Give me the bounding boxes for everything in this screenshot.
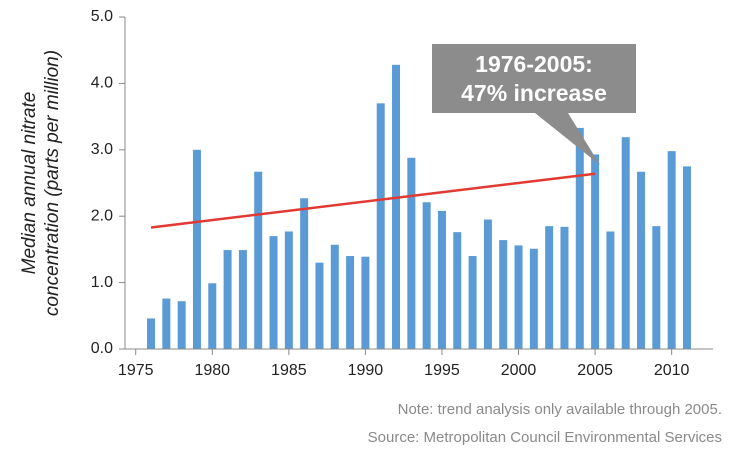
x-tick-label: 1990 [348,362,384,379]
y-tick-label: 5.0 [91,8,113,25]
x-tick-label: 2010 [654,362,690,379]
bar [315,262,324,349]
bar [162,298,171,349]
x-tick-label: 1975 [118,362,154,379]
bar [346,256,355,349]
x-tick-label: 1980 [194,362,230,379]
bar [269,236,278,349]
bar [667,151,676,349]
y-tick-label: 4.0 [91,75,113,92]
bar [208,283,217,349]
bar [254,171,263,349]
bar [330,244,339,349]
bar [575,127,584,349]
bar [606,231,615,349]
note: Note: trend analysis only available thro… [398,401,722,418]
x-tick-label: 2000 [501,362,537,379]
bar [147,318,156,349]
y-tick-label: 1.0 [91,274,113,291]
bar [376,103,385,349]
x-tick-label: 1985 [271,362,307,379]
trend-line [150,172,596,229]
y-tick-label: 3.0 [91,141,113,158]
bar [192,149,201,349]
bar [177,301,186,349]
bar [560,226,569,349]
y-axis-label: Median annual nitrate [19,92,40,275]
y-axis-label: concentration (parts per million) [42,50,63,316]
bar [238,250,247,349]
bar [300,198,309,349]
annotation-box [432,44,636,165]
source: Source: Metropolitan Council Environment… [368,429,722,446]
x-tick-label: 1995 [424,362,460,379]
bar [529,248,538,349]
bar [637,171,646,349]
bar [284,231,293,349]
bar [407,157,416,349]
bar [361,256,370,349]
bar [621,137,630,349]
bar [483,219,492,349]
bar [499,240,508,349]
bar [392,64,401,350]
bar [468,256,477,349]
bar [514,245,523,349]
bar [453,232,462,349]
bar [422,202,431,349]
bar [223,250,232,349]
x-tick-label: 2005 [577,362,613,379]
bar [682,166,691,349]
bar [652,226,661,349]
bar [591,154,600,349]
bar [437,210,446,349]
y-tick-label: 2.0 [91,207,113,224]
annotation: 47% increase [461,80,607,106]
annotation: 1976-2005: [475,51,593,77]
bar [545,226,554,349]
y-tick-label: 0.0 [91,340,113,357]
